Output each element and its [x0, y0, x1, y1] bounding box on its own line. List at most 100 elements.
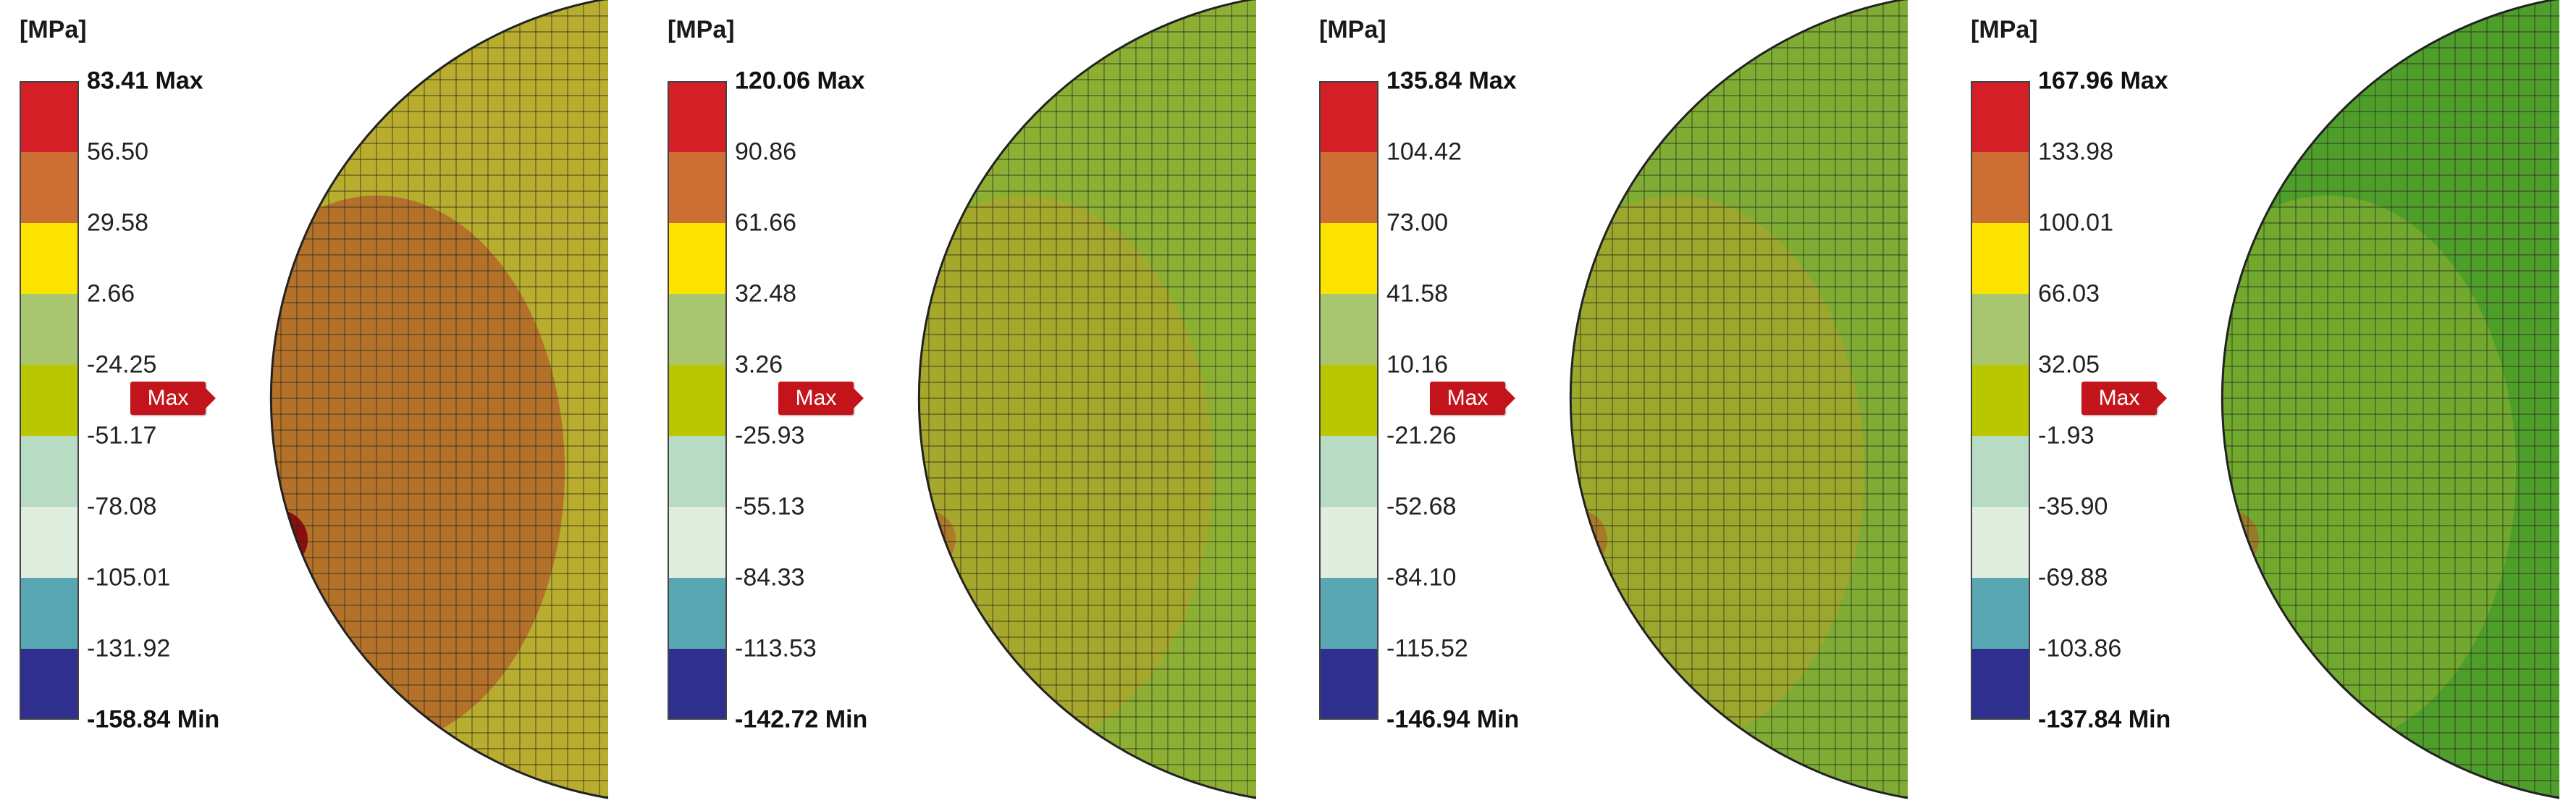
legend-max-label: 120.06 Max	[735, 67, 865, 95]
legend-tick-label: 133.98	[2038, 138, 2113, 166]
disk-outline	[2221, 0, 2560, 799]
legend-swatch	[668, 223, 727, 294]
legend-swatch	[668, 436, 727, 507]
hot-spot-lower	[1570, 509, 1607, 570]
fem-mesh-plot	[851, 0, 1257, 799]
low-stress-edge-region	[851, 217, 894, 623]
legend-swatch	[1319, 294, 1379, 365]
legend-swatch	[1971, 507, 2030, 578]
hot-spot-lower	[919, 509, 956, 570]
legend-tick-label: -51.17	[87, 421, 157, 450]
legend-swatch	[668, 365, 727, 436]
legend-tick-label: -1.93	[2038, 421, 2095, 450]
legend-swatch	[1971, 223, 2030, 294]
color-legend	[1319, 81, 1379, 720]
legend-tick-label: -84.10	[1386, 563, 1457, 592]
legend-swatch	[1971, 436, 2030, 507]
max-location-marker: Max	[130, 382, 216, 415]
legend-tick-label: 41.58	[1386, 280, 1449, 308]
legend-swatch	[1971, 365, 2030, 436]
legend-tick-label: 29.58	[87, 209, 149, 237]
hot-spot-upper	[919, 228, 941, 286]
disk-outline	[917, 0, 1257, 799]
disk-outline	[1569, 0, 1908, 799]
legend-tick-label: -21.26	[1386, 421, 1457, 450]
unit-label: [MPa]	[1319, 16, 1386, 43]
legend-max-label: 167.96 Max	[2038, 67, 2168, 95]
color-legend	[668, 81, 727, 720]
legend-swatch	[20, 507, 79, 578]
legend-swatch	[1971, 578, 2030, 649]
legend-tick-label: -115.52	[1386, 634, 1468, 663]
legend-tick-label: -105.01	[87, 563, 171, 592]
legend-max-label: 83.41 Max	[87, 67, 203, 95]
legend-tick-label: -55.13	[735, 492, 805, 521]
unit-label: [MPa]	[668, 16, 735, 43]
max-location-marker: Max	[778, 382, 864, 415]
legend-tick-label: 104.42	[1386, 138, 1462, 166]
legend-tick-label: -113.53	[735, 634, 817, 663]
legend-swatch	[20, 294, 79, 365]
legend-tick-label: -25.93	[735, 421, 805, 450]
legend-tick-label: 3.26	[735, 350, 783, 379]
legend-tick-label: -69.88	[2038, 563, 2108, 592]
legend-swatch	[1319, 223, 1379, 294]
legend-swatch	[20, 365, 79, 436]
color-legend	[1971, 81, 2030, 720]
legend-swatch	[1319, 152, 1379, 223]
legend-min-label: -146.94 Min	[1386, 705, 1520, 734]
stress-panel-3: [MPa] 135.84 Max 104.42 73.00 41.58 10.16 -21.…	[1300, 0, 1922, 811]
max-location-marker: Max	[2082, 382, 2167, 415]
legend-swatch	[1319, 81, 1379, 152]
legend-tick-label: 66.03	[2038, 280, 2100, 308]
legend-swatch	[668, 294, 727, 365]
unit-label: [MPa]	[20, 16, 87, 43]
legend-tick-label: -24.25	[87, 350, 157, 379]
fem-mesh-plot	[1502, 0, 1908, 799]
legend-min-label: -142.72 Min	[735, 705, 868, 734]
low-stress-edge-region	[203, 217, 246, 623]
legend-swatch	[668, 81, 727, 152]
legend-swatch	[20, 436, 79, 507]
legend-swatch	[1971, 294, 2030, 365]
legend-tick-label: -131.92	[87, 634, 171, 663]
legend-swatch	[20, 223, 79, 294]
legend-tick-label: -35.90	[2038, 492, 2108, 521]
legend-max-label: 135.84 Max	[1386, 67, 1517, 95]
legend-tick-label: -78.08	[87, 492, 157, 521]
legend-swatch	[20, 81, 79, 152]
legend-swatch	[20, 152, 79, 223]
color-legend	[20, 81, 79, 720]
max-location-marker: Max	[1430, 382, 1515, 415]
legend-swatch	[1971, 152, 2030, 223]
legend-swatch	[20, 578, 79, 649]
legend-swatch	[20, 649, 79, 720]
hot-spot-upper	[1570, 228, 1593, 286]
legend-swatch	[668, 507, 727, 578]
legend-swatch	[1319, 365, 1379, 436]
stress-panel-1: [MPa] 83.41 Max 56.50 29.58 2.66 -24.25 -51.17…	[0, 0, 623, 811]
legend-tick-label: 2.66	[87, 280, 135, 308]
hot-spot-lower	[271, 509, 308, 570]
legend-tick-label: -52.68	[1386, 492, 1457, 521]
hot-spot-upper	[2222, 228, 2244, 286]
fem-mesh-plot	[203, 0, 609, 799]
legend-min-label: -137.84 Min	[2038, 705, 2171, 734]
legend-tick-label: -103.86	[2038, 634, 2122, 663]
legend-tick-label: 73.00	[1386, 209, 1449, 237]
unit-label: [MPa]	[1971, 16, 2038, 43]
legend-tick-label: 56.50	[87, 138, 149, 166]
stress-panel-4: [MPa] 167.96 Max 133.98 100.01 66.03 32.05 -1.…	[1951, 0, 2574, 811]
legend-tick-label: 32.05	[2038, 350, 2100, 379]
legend-swatch	[1319, 436, 1379, 507]
legend-tick-label: -84.33	[735, 563, 805, 592]
legend-tick-label: 100.01	[2038, 209, 2113, 237]
legend-tick-label: 10.16	[1386, 350, 1449, 379]
low-stress-edge-region	[1502, 217, 1546, 623]
legend-swatch	[1971, 649, 2030, 720]
hot-spot-upper	[271, 228, 293, 286]
disk-outline	[269, 0, 609, 799]
legend-swatch	[1971, 81, 2030, 152]
legend-swatch	[668, 649, 727, 720]
hot-spot-lower	[2222, 509, 2259, 570]
